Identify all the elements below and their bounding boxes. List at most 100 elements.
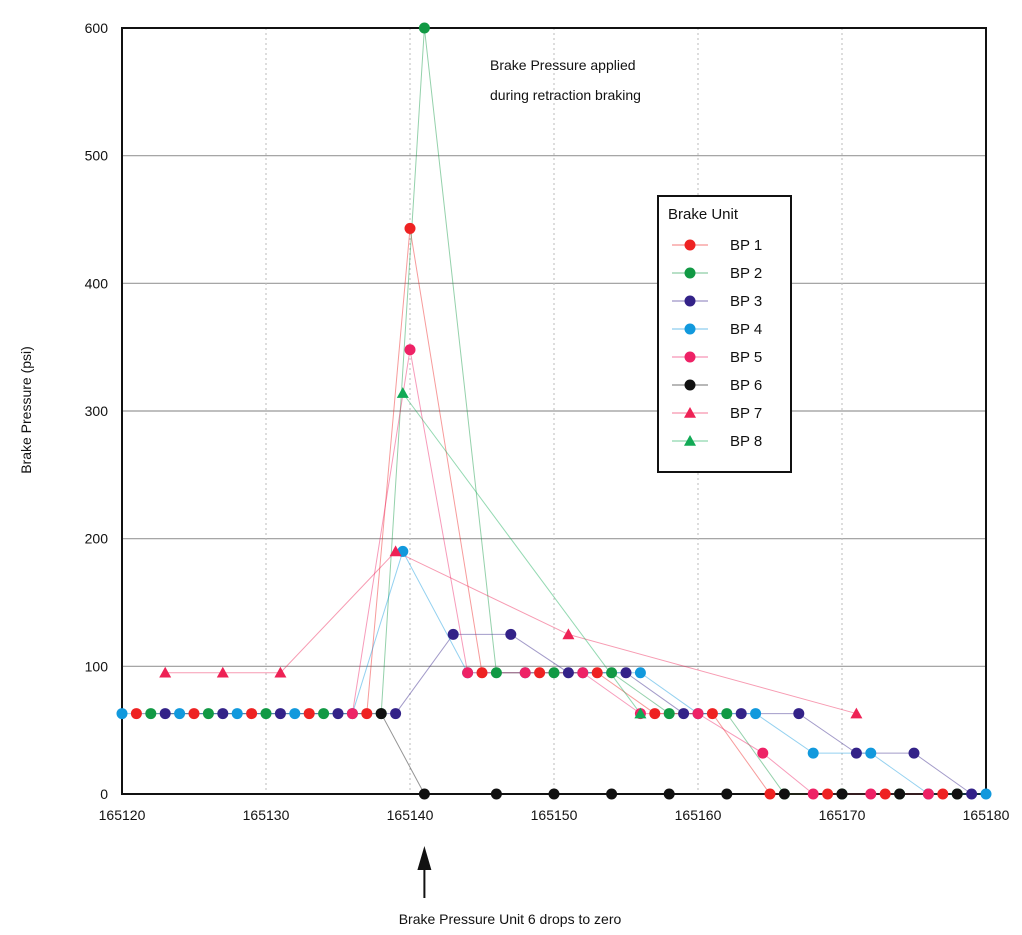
data-point-bp-3	[620, 667, 632, 679]
data-point-bp-5	[922, 788, 934, 800]
series-line-bp-1	[136, 228, 943, 795]
data-point-bp-4	[865, 747, 877, 759]
data-point-bp-7	[389, 545, 402, 557]
data-point-bp-4	[116, 708, 128, 720]
data-point-bp-4	[231, 708, 243, 720]
legend-label-bp-5: BP 5	[730, 349, 762, 366]
data-point-bp-2	[548, 667, 560, 679]
data-point-bp-7	[274, 666, 287, 678]
data-point-bp-5	[404, 344, 416, 356]
data-point-bp-2	[606, 667, 618, 679]
data-point-bp-3	[505, 628, 517, 640]
data-point-bp-4	[980, 788, 992, 800]
data-point-bp-1	[404, 222, 416, 234]
data-point-bp-1	[361, 708, 373, 720]
data-point-bp-1	[130, 708, 142, 720]
legend-marker-bp-3	[684, 295, 696, 307]
data-point-bp-3	[332, 708, 344, 720]
data-point-bp-1	[879, 788, 891, 800]
data-point-bp-1	[534, 667, 546, 679]
x-tick-label-165170: 165170	[819, 807, 866, 823]
data-point-bp-4	[174, 708, 186, 720]
series-markers	[116, 22, 992, 800]
data-point-bp-3	[678, 708, 690, 720]
data-point-bp-3	[908, 747, 920, 759]
data-point-bp-4	[807, 747, 819, 759]
data-point-bp-5	[577, 667, 589, 679]
data-point-bp-1	[303, 708, 315, 720]
data-point-bp-6	[375, 708, 387, 720]
legend-marker-bp-6	[684, 379, 696, 391]
data-point-bp-5	[462, 667, 474, 679]
legend-marker-bp-1	[684, 239, 696, 251]
data-point-bp-1	[822, 788, 834, 800]
data-point-bp-4	[750, 708, 762, 720]
y-tick-label-300: 300	[85, 403, 109, 419]
legend-label-bp-4: BP 4	[730, 321, 762, 338]
data-point-bp-7	[850, 707, 863, 719]
data-point-bp-3	[159, 708, 171, 720]
y-axis-title: Brake Pressure (psi)	[18, 346, 34, 474]
grid	[121, 27, 987, 795]
x-tick-label-165120: 165120	[99, 807, 146, 823]
data-point-bp-5	[692, 708, 704, 720]
annotation-top-line-1: Brake Pressure applied	[490, 57, 636, 73]
data-point-bp-4	[289, 708, 301, 720]
data-point-bp-7	[562, 628, 575, 640]
y-tick-label-200: 200	[85, 531, 109, 547]
x-tick-label-165140: 165140	[387, 807, 434, 823]
legend-label-bp-2: BP 2	[730, 265, 762, 282]
data-point-bp-5	[346, 708, 358, 720]
legend-label-bp-6: BP 6	[730, 377, 762, 394]
data-point-bp-1	[937, 788, 949, 800]
arrow-head	[417, 846, 432, 870]
data-point-bp-5	[865, 788, 877, 800]
data-point-bp-5	[807, 788, 819, 800]
data-point-bp-5	[519, 667, 531, 679]
y-tick-label-600: 600	[85, 20, 109, 36]
data-point-bp-7	[216, 666, 229, 678]
series-line-bp-8	[402, 392, 641, 714]
data-point-bp-6	[951, 788, 963, 800]
y-tick-label-400: 400	[85, 275, 109, 291]
legend-label-bp-8: BP 8	[730, 433, 762, 450]
data-point-bp-3	[966, 788, 978, 800]
data-point-bp-2	[418, 22, 430, 34]
legend-label-bp-7: BP 7	[730, 405, 762, 422]
annotation-top-line-2: during retraction braking	[490, 87, 641, 103]
x-tick-label-165180: 165180	[963, 807, 1010, 823]
data-point-bp-3	[447, 628, 459, 640]
legend-title: Brake Unit	[668, 206, 739, 223]
data-point-bp-8	[396, 387, 409, 398]
data-point-bp-2	[202, 708, 214, 720]
data-point-bp-6	[418, 788, 430, 800]
data-point-bp-5	[757, 747, 769, 759]
legend-marker-bp-8	[684, 435, 696, 446]
series-line-bp-3	[165, 633, 972, 795]
data-point-bp-1	[476, 667, 488, 679]
data-point-bp-3	[850, 747, 862, 759]
data-point-bp-3	[390, 708, 402, 720]
data-point-bp-3	[793, 708, 805, 720]
data-point-bp-6	[490, 788, 502, 800]
data-point-bp-3	[217, 708, 229, 720]
x-tick-label-165130: 165130	[243, 807, 290, 823]
data-point-bp-3	[562, 667, 574, 679]
data-point-bp-1	[591, 667, 603, 679]
legend-items: BP 1 BP 2 BP 3 BP 4 BP 5 BP 6 BP 7 BP 8	[672, 237, 762, 450]
y-tick-label-500: 500	[85, 148, 109, 164]
data-point-bp-7	[159, 666, 172, 678]
data-point-bp-2	[145, 708, 157, 720]
tick-labels: 0 100 200 300 400 500 600 165120 165130 165140 165…	[85, 20, 1010, 823]
data-point-bp-4	[634, 667, 646, 679]
data-point-bp-2	[260, 708, 272, 720]
data-point-bp-1	[188, 708, 200, 720]
data-point-bp-6	[663, 788, 675, 800]
legend-marker-bp-2	[684, 267, 696, 279]
data-point-bp-6	[778, 788, 790, 800]
y-tick-label-100: 100	[85, 658, 109, 674]
data-point-bp-6	[894, 788, 906, 800]
data-point-bp-2	[721, 708, 733, 720]
legend: Brake Unit BP 1BP 2BP 3BP 4BP 5BP 6BP 7B…	[657, 195, 792, 473]
data-point-bp-2	[490, 667, 502, 679]
